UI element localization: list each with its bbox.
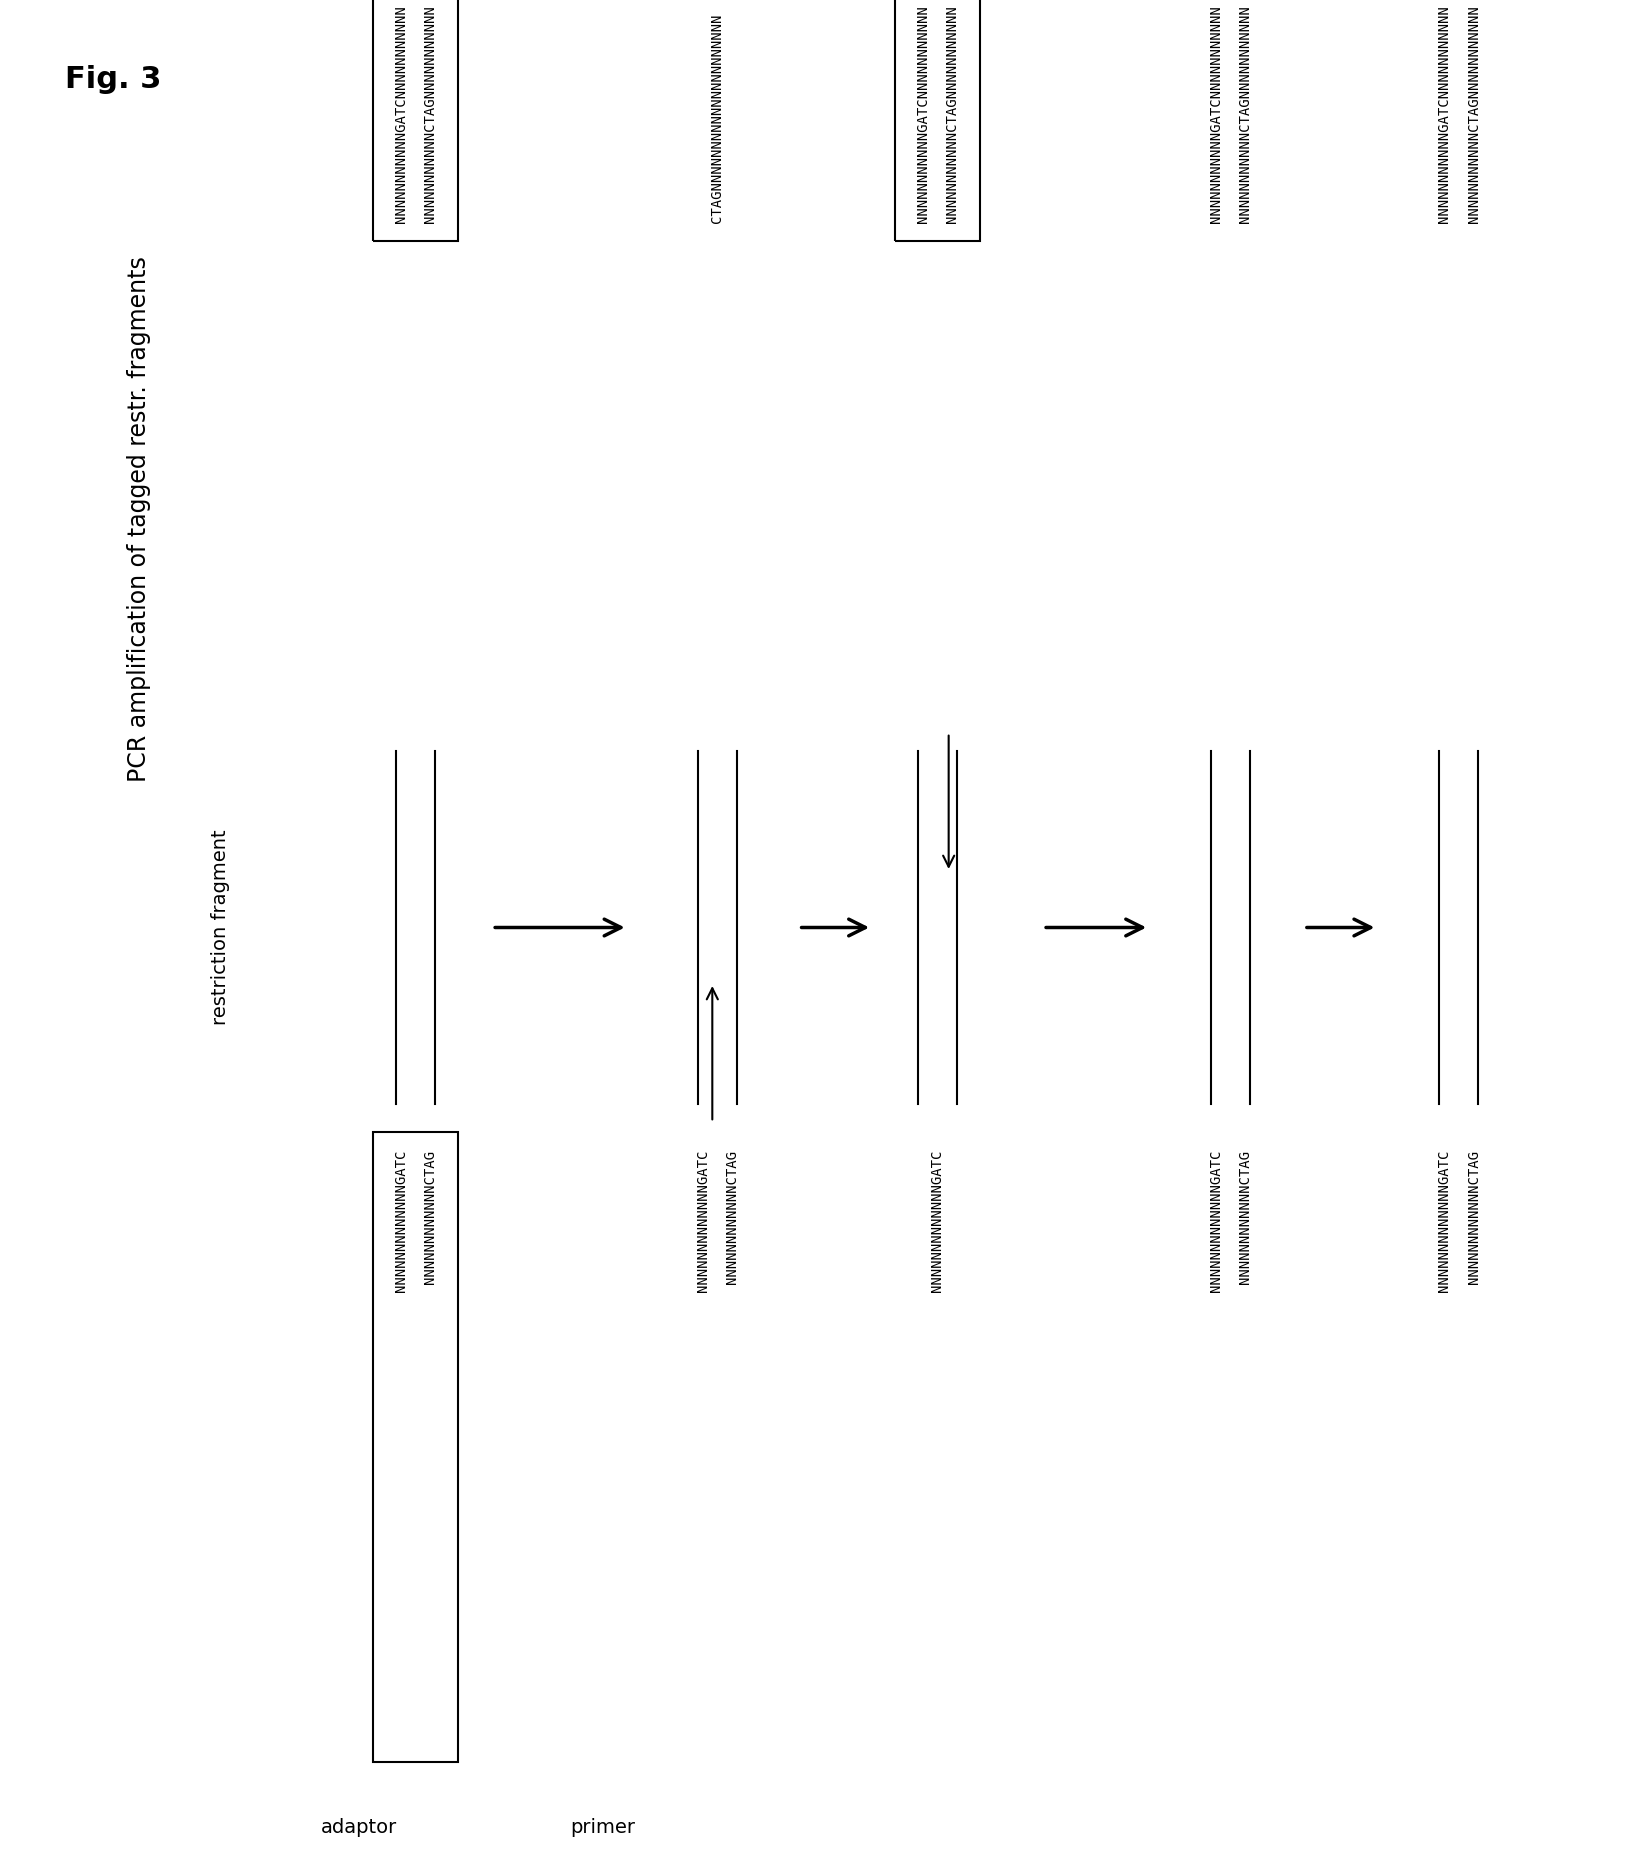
- Text: adaptor: adaptor: [321, 1818, 396, 1836]
- Text: restriction fragment: restriction fragment: [210, 829, 230, 1026]
- Text: NNNNNNNNNNNCTAGNNNNNNNNNNN: NNNNNNNNNNNCTAGNNNNNNNNNNN: [1239, 6, 1252, 223]
- Text: NNNNNNNNNNNCTAGNNNNNNNNNNN: NNNNNNNNNNNCTAGNNNNNNNNNNN: [1467, 6, 1480, 223]
- Bar: [373, 1132, 458, 1762]
- Bar: [373, 0, 458, 241]
- Text: Fig. 3: Fig. 3: [65, 65, 161, 95]
- Text: NNNNNNNNNNNCTAGNNNNNNNNNNN: NNNNNNNNNNNCTAGNNNNNNNNNNN: [424, 6, 437, 223]
- Text: NNNNNNNNNNNNNGATC: NNNNNNNNNNNNNGATC: [1209, 1150, 1222, 1293]
- Text: NNNNNNNNNNNNNGATC: NNNNNNNNNNNNNGATC: [394, 1150, 408, 1293]
- Bar: [895, 0, 980, 241]
- Text: primer: primer: [570, 1818, 636, 1836]
- Text: PCR amplification of tagged restr. fragments: PCR amplification of tagged restr. fragm…: [127, 256, 150, 783]
- Text: NNNNNNNNNNNGATCNNNNNNNNNNN: NNNNNNNNNNNGATCNNNNNNNNNNN: [1209, 6, 1222, 223]
- Text: NNNNNNNNNNNNNGATC: NNNNNNNNNNNNNGATC: [931, 1150, 944, 1293]
- Text: CTAGNNNNNNNNNNNNNNNNNNNNN: CTAGNNNNNNNNNNNNNNNNNNNNN: [711, 13, 724, 223]
- Text: NNNNNNNNNNNNCTAG: NNNNNNNNNNNNCTAG: [1239, 1150, 1252, 1284]
- Text: NNNNNNNNNNNNNGATC: NNNNNNNNNNNNNGATC: [696, 1150, 709, 1293]
- Text: NNNNNNNNNNNNCTAG: NNNNNNNNNNNNCTAG: [1467, 1150, 1480, 1284]
- Text: NNNNNNNNNNNGATCNNNNNNNNNNN: NNNNNNNNNNNGATCNNNNNNNNNNN: [916, 6, 929, 223]
- Text: NNNNNNNNNNNNCTAG: NNNNNNNNNNNNCTAG: [725, 1150, 738, 1284]
- Text: NNNNNNNNNNNCTAGNNNNNNNNNNN: NNNNNNNNNNNCTAGNNNNNNNNNNN: [945, 6, 958, 223]
- Text: NNNNNNNNNNNNNGATC: NNNNNNNNNNNNNGATC: [1438, 1150, 1451, 1293]
- Text: NNNNNNNNNNNGATCNNNNNNNNNNN: NNNNNNNNNNNGATCNNNNNNNNNNN: [394, 6, 408, 223]
- Text: NNNNNNNNNNNGATCNNNNNNNNNNN: NNNNNNNNNNNGATCNNNNNNNNNNN: [1438, 6, 1451, 223]
- Text: NNNNNNNNNNNNCTAG: NNNNNNNNNNNNCTAG: [424, 1150, 437, 1284]
